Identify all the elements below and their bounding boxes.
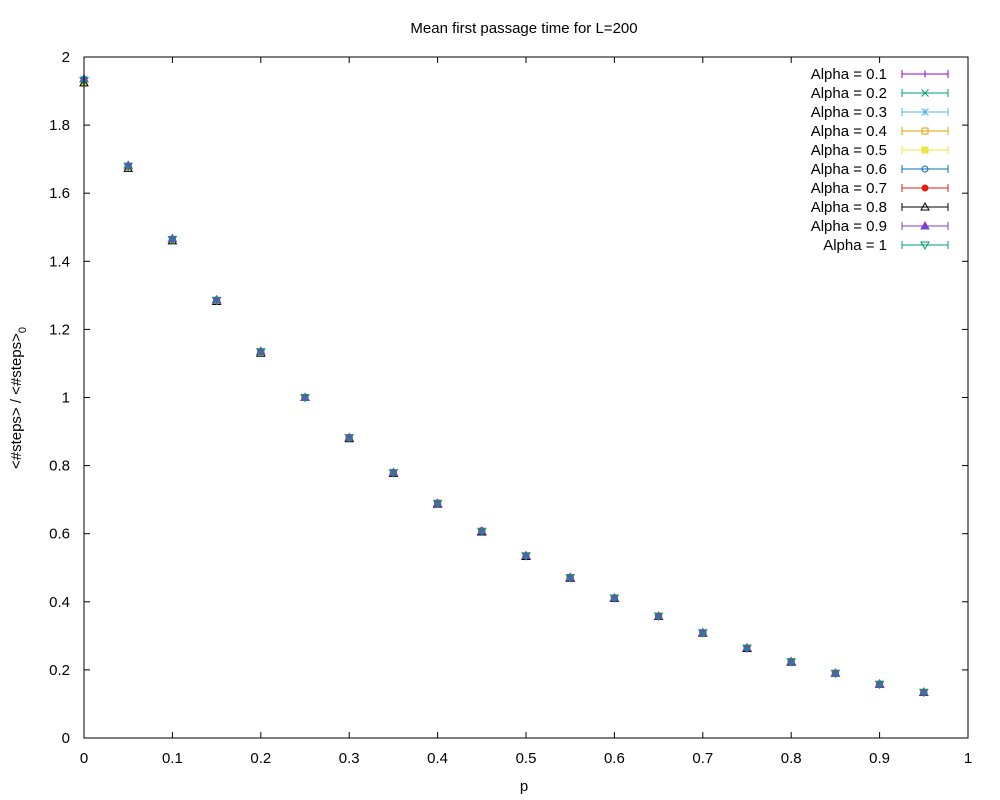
legend-entry: Alpha = 0.6	[811, 161, 949, 178]
x-tick-label: 0.8	[781, 750, 802, 767]
series-1	[80, 77, 928, 696]
series-point	[432, 499, 443, 509]
y-tick-label: 1.8	[49, 117, 70, 134]
series-point	[344, 434, 355, 443]
y-axis-label-main: <#steps> / <#steps>	[8, 333, 25, 469]
series-point	[609, 594, 620, 604]
axes: 0 0.1 0.2 0.3 0.4 0.5 0.6 0.7 0.8 0.9 1 0 0.2 0.4 0.6 0…	[49, 49, 972, 767]
legend-marker	[921, 184, 929, 192]
x-tick-label: 0.4	[427, 750, 448, 767]
legend-marker	[921, 165, 929, 173]
series-point	[388, 469, 399, 478]
plot-frame	[83, 56, 969, 739]
legend-entry: Alpha = 0.1	[811, 66, 949, 83]
series-point	[918, 688, 929, 698]
legend-label: Alpha = 0.9	[811, 218, 887, 235]
series-point	[874, 680, 885, 690]
legend-entry: Alpha = 0.5	[811, 142, 949, 159]
y-tick-label: 0.4	[49, 594, 70, 611]
x-tick-label: 0.1	[162, 750, 183, 767]
legend-entry: Alpha = 0.3	[811, 104, 949, 121]
legend-entry: Alpha = 0.4	[811, 123, 949, 140]
y-tick-label: 0.6	[49, 526, 70, 543]
series-point	[653, 612, 664, 622]
x-tick-label: 0.6	[604, 750, 625, 767]
y-tick-label: 0	[62, 730, 70, 747]
series-point	[476, 527, 487, 537]
legend-label: Alpha = 0.4	[811, 123, 887, 140]
series-6	[80, 76, 928, 696]
x-tick-label: 0.5	[516, 750, 537, 767]
y-axis-label-subscript: 0	[17, 327, 29, 333]
legend: Alpha = 0.1 Alpha = 0.2 Alpha = 0.3 Alpha =…	[811, 66, 949, 254]
series-point	[830, 669, 841, 679]
y-tick-label: 1.6	[49, 185, 70, 202]
series-4	[80, 78, 928, 696]
legend-label: Alpha = 0.2	[811, 85, 887, 102]
x-tick-label: 0.2	[250, 750, 271, 767]
series-point	[123, 162, 134, 172]
legend-marker	[920, 241, 930, 251]
series-point	[300, 394, 310, 403]
legend-entry: Alpha = 0.2	[811, 85, 949, 102]
legend-marker	[921, 89, 929, 97]
legend-marker	[920, 201, 930, 211]
legend-label: Alpha = 0.5	[811, 142, 887, 159]
legend-label: Alpha = 1	[823, 237, 887, 254]
legend-entry: Alpha = 0.8	[811, 199, 949, 216]
x-tick-label: 0.7	[692, 750, 713, 767]
series-point	[167, 236, 178, 245]
x-tick-label: 0	[80, 750, 88, 767]
chart-title: Mean first passage time for L=200	[410, 20, 637, 37]
series-point	[211, 296, 222, 306]
series-point	[565, 574, 576, 583]
series-point	[255, 348, 266, 357]
legend-label: Alpha = 0.8	[811, 199, 887, 216]
legend-marker	[921, 70, 929, 78]
legend-label: Alpha = 0.7	[811, 180, 887, 197]
legend-entry: Alpha = 1	[823, 237, 949, 254]
x-axis-label: p	[520, 778, 528, 795]
series-point	[786, 658, 797, 667]
legend-entry: Alpha = 0.9	[811, 218, 949, 235]
y-axis-label: <#steps> / <#steps>0	[8, 327, 29, 469]
legend-entry: Alpha = 0.7	[811, 180, 949, 197]
series-2	[80, 76, 928, 697]
data-points	[79, 73, 929, 698]
legend-label: Alpha = 0.3	[811, 104, 887, 121]
y-tick-label: 0.8	[49, 458, 70, 475]
x-tick-label: 0.3	[339, 750, 360, 767]
series-10	[79, 76, 929, 698]
legend-marker	[921, 127, 929, 135]
y-tick-label: 2	[62, 49, 70, 66]
y-tick-label: 1.4	[49, 253, 70, 270]
legend-label: Alpha = 0.6	[811, 161, 887, 178]
legend-label: Alpha = 0.1	[811, 66, 887, 83]
x-tick-label: 0.9	[869, 750, 890, 767]
series-point	[521, 552, 531, 561]
y-tick-label: 1	[62, 390, 70, 407]
series-point	[697, 629, 708, 638]
legend-marker	[921, 108, 929, 116]
series-5	[80, 78, 928, 696]
legend-marker	[920, 220, 930, 230]
series-7	[80, 75, 928, 696]
series-3	[80, 75, 928, 697]
y-tick-label: 0.2	[49, 662, 70, 679]
series-point	[742, 644, 752, 654]
legend-marker	[921, 146, 929, 154]
x-tick-label: 1	[964, 750, 972, 767]
series-8	[79, 77, 929, 696]
y-tick-label: 1.2	[49, 321, 70, 338]
series-9	[79, 73, 929, 696]
